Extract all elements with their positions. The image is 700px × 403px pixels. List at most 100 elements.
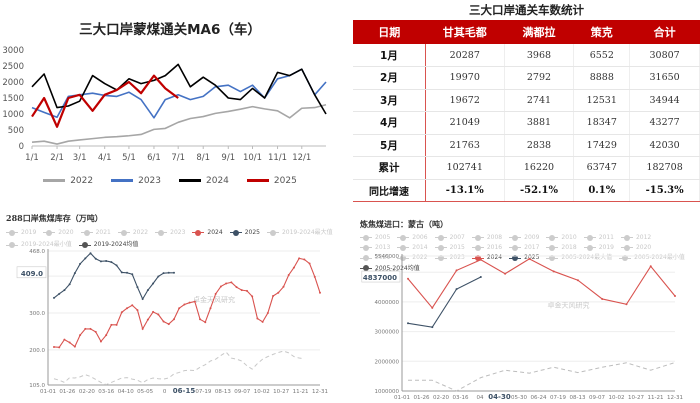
data-point[interactable] — [407, 277, 409, 280]
data-point[interactable] — [204, 321, 207, 324]
data-point[interactable] — [68, 283, 71, 286]
data-point[interactable] — [455, 288, 458, 291]
data-point[interactable] — [141, 297, 144, 300]
legend-item-2017[interactable]: 2017 — [509, 243, 539, 253]
data-point[interactable] — [313, 275, 316, 278]
data-point[interactable] — [479, 276, 482, 279]
legend-item-2008[interactable]: 2008 — [471, 233, 502, 243]
data-point[interactable] — [110, 323, 113, 326]
data-point[interactable] — [319, 291, 321, 294]
legend-item-2025[interactable]: 2025 — [246, 176, 297, 186]
data-point[interactable] — [152, 282, 155, 285]
data-point[interactable] — [126, 271, 129, 274]
data-point[interactable] — [79, 262, 82, 265]
data-point[interactable] — [256, 317, 259, 320]
data-point[interactable] — [552, 270, 555, 273]
data-point[interactable] — [455, 269, 458, 272]
legend-item-2025[interactable]: 2025 — [229, 227, 260, 239]
legend-item-2025[interactable]: 2025 — [509, 253, 539, 263]
data-point[interactable] — [230, 281, 233, 284]
legend-item-2024[interactable]: 2024 — [471, 253, 502, 263]
data-point[interactable] — [110, 261, 113, 264]
legend-item-2022[interactable]: 2022 — [43, 176, 93, 186]
data-point[interactable] — [674, 294, 676, 297]
data-point[interactable] — [251, 295, 254, 298]
data-point[interactable] — [63, 289, 66, 292]
legend-item-2020[interactable]: 2020 — [620, 243, 651, 253]
data-point[interactable] — [89, 327, 92, 330]
data-point[interactable] — [193, 300, 196, 303]
data-point[interactable] — [303, 258, 306, 261]
legend-item-2013[interactable]: 2013 — [360, 243, 390, 253]
data-point[interactable] — [266, 312, 269, 315]
data-point[interactable] — [53, 296, 55, 299]
legend-item-2022[interactable]: 2022 — [397, 253, 428, 263]
data-point[interactable] — [277, 291, 280, 294]
legend-item-2011[interactable]: 2011 — [583, 233, 614, 243]
data-point[interactable] — [431, 326, 434, 329]
data-point[interactable] — [94, 330, 97, 333]
data-point[interactable] — [183, 303, 186, 306]
legend-item-2023[interactable]: 2023 — [434, 253, 465, 263]
data-point[interactable] — [178, 307, 181, 310]
legend-item-2024[interactable]: 2024 — [179, 176, 229, 186]
data-point[interactable] — [79, 334, 82, 337]
data-point[interactable] — [209, 307, 212, 310]
data-point[interactable] — [172, 318, 175, 321]
legend-item-2006[interactable]: 2006 — [397, 233, 428, 243]
data-point[interactable] — [219, 285, 222, 288]
legend-item-2020[interactable]: 2020 — [43, 227, 74, 239]
data-point[interactable] — [99, 260, 102, 263]
data-point[interactable] — [245, 289, 248, 292]
data-point[interactable] — [68, 341, 71, 344]
legend-item-2007[interactable]: 2007 — [434, 233, 465, 243]
data-point[interactable] — [115, 264, 118, 267]
legend-item-2015[interactable]: 2015 — [434, 243, 465, 253]
legend-item-2023[interactable]: 2023 — [155, 227, 185, 239]
data-point[interactable] — [146, 289, 149, 292]
data-point[interactable] — [136, 309, 139, 312]
data-point[interactable] — [308, 262, 311, 265]
data-point[interactable] — [225, 282, 228, 285]
data-point[interactable] — [105, 334, 108, 337]
data-point[interactable] — [479, 258, 482, 261]
legend-item-2012[interactable]: 2012 — [620, 233, 651, 243]
data-point[interactable] — [172, 271, 175, 274]
legend-item-2010[interactable]: 2010 — [546, 233, 577, 243]
legend-item-2005[interactable]: 2005 — [360, 233, 390, 243]
data-point[interactable] — [157, 275, 160, 278]
data-point[interactable] — [152, 310, 155, 313]
data-point[interactable] — [261, 320, 264, 323]
data-point[interactable] — [99, 340, 102, 343]
data-point[interactable] — [126, 307, 129, 310]
data-point[interactable] — [601, 297, 604, 300]
legend-item-2019[interactable]: 2019 — [583, 243, 614, 253]
legend-item-2022[interactable]: 2022 — [117, 227, 148, 239]
legend-item-2005-2024最大值[interactable]: 2005-2024最大值 — [546, 253, 612, 263]
data-point[interactable] — [162, 272, 165, 275]
data-point[interactable] — [141, 327, 144, 330]
legend-item-2019-2024最小值[interactable]: 2019-2024最小值 — [6, 239, 72, 251]
legend-item-2018[interactable]: 2018 — [546, 243, 577, 253]
data-point[interactable] — [528, 257, 531, 260]
data-point[interactable] — [199, 318, 202, 321]
data-point[interactable] — [504, 272, 507, 275]
data-point[interactable] — [649, 265, 652, 268]
data-point[interactable] — [89, 252, 92, 255]
legend-item-2005-2024最小值[interactable]: 2005-2024最小值 — [619, 253, 685, 263]
legend-item-2024[interactable]: 2024 — [192, 227, 223, 239]
data-point[interactable] — [576, 279, 579, 282]
legend-item-2016[interactable]: 2016 — [471, 243, 502, 253]
data-point[interactable] — [407, 322, 409, 325]
data-point[interactable] — [120, 271, 123, 274]
data-point[interactable] — [167, 323, 170, 326]
data-point[interactable] — [58, 292, 61, 295]
legend-item-2019-2024最大值[interactable]: 2019-2024最大值 — [266, 227, 333, 239]
legend-item-2005-2024均值[interactable]: 2005-2024均值 — [360, 264, 420, 274]
data-point[interactable] — [292, 266, 295, 269]
data-point[interactable] — [625, 303, 628, 306]
data-point[interactable] — [53, 345, 55, 348]
data-point[interactable] — [131, 304, 134, 307]
legend-item-2019[interactable]: 2019 — [6, 227, 36, 239]
legend-item-2021[interactable]: 2021 — [360, 253, 390, 263]
